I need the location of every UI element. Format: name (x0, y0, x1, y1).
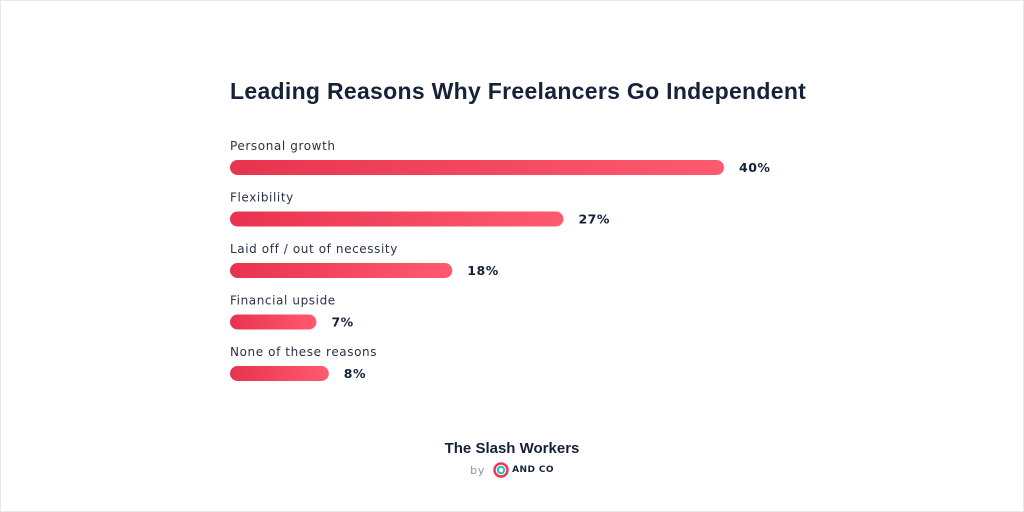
bar (230, 314, 317, 330)
value-label: 8% (344, 366, 366, 381)
category-label: Flexibility (230, 191, 294, 205)
chart-title: Leading Reasons Why Freelancers Go Indep… (230, 78, 807, 104)
bar (230, 263, 453, 278)
bars-group: Personal growth 40% Flexibility 27% Laid off… (230, 139, 770, 381)
bar (230, 366, 329, 381)
footer-title: The Slash Workers (444, 440, 580, 457)
andco-logo: AND CO (493, 462, 554, 478)
andco-logo-icon (493, 462, 509, 478)
value-label: 27% (578, 212, 609, 227)
bar (230, 160, 724, 175)
bar (230, 211, 564, 227)
value-label: 7% (331, 315, 353, 330)
value-label: 40% (739, 160, 770, 175)
category-label: Laid off / out of necessity (230, 242, 398, 256)
brand-name: AND CO (512, 465, 554, 475)
category-label: Financial upside (230, 294, 336, 308)
value-label: 18% (467, 263, 498, 278)
byline: by AND CO (0, 462, 1024, 478)
by-label: by (470, 463, 486, 477)
category-label: Personal growth (230, 139, 336, 153)
category-label: None of these reasons (230, 345, 377, 359)
